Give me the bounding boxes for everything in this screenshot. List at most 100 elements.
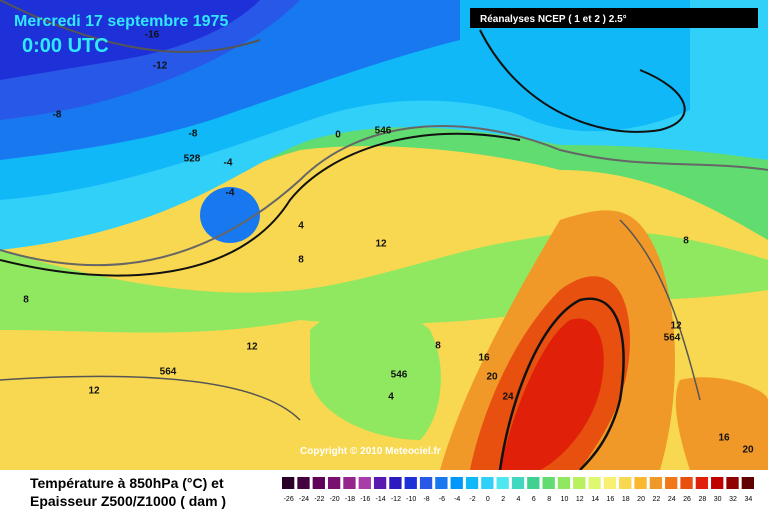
colorbar-label: -16	[360, 496, 370, 503]
colorbar-swatch	[680, 477, 693, 489]
colorbar-label: 10	[561, 496, 569, 503]
colorbar-label: -14	[376, 496, 386, 503]
isotherm	[498, 297, 625, 471]
contour-label: 12	[246, 342, 258, 353]
contour-label: 564	[664, 333, 681, 344]
colorbar-swatch	[282, 477, 295, 489]
thickness-line	[0, 125, 768, 267]
map: -16 -12 -8 -8 528 -4 -4 0 546 4 8 12 8 1…	[0, 0, 768, 471]
colorbar-label: 8	[547, 496, 551, 503]
contour-label: 12	[670, 321, 682, 332]
zone-deepblue	[0, 0, 260, 80]
colorbar-label: 26	[683, 496, 691, 503]
date: Mercredi 17 septembre 1975	[14, 13, 228, 30]
thickness-line	[619, 219, 701, 401]
colorbar-label: -8	[423, 496, 429, 503]
contour-label: -16	[145, 30, 160, 41]
contour-label: 8	[23, 295, 29, 306]
colorbar-label: 2	[501, 496, 505, 503]
colorbar-label: 24	[668, 496, 676, 503]
colorbar-swatch	[435, 477, 448, 489]
colorbar-label: 14	[591, 496, 599, 503]
colorbar-swatch	[741, 477, 754, 489]
colorbar-label: 4	[517, 496, 521, 503]
contour-labels: -16 -12 -8 -8 528 -4 -4 0 546 4 8 12 8 1…	[23, 30, 754, 456]
colorbar-label: 0	[486, 496, 490, 503]
colorbar-label: -18	[345, 496, 355, 503]
colorbar-swatch	[327, 477, 341, 489]
contour-label: 12	[88, 386, 100, 397]
colorbar-swatch	[634, 477, 647, 489]
colorbar-label: -26	[284, 496, 294, 503]
contour-label: -4	[226, 188, 235, 199]
colorbar-swatch	[297, 477, 310, 489]
contour-label: 8	[435, 341, 441, 352]
colorbar-swatch	[511, 477, 525, 489]
isotherm	[479, 29, 686, 133]
colorbar-swatch	[358, 477, 371, 489]
contour-label: -8	[189, 129, 198, 140]
colorbar-swatch	[465, 477, 479, 489]
colorbar-swatch	[573, 477, 586, 489]
colorbar-swatch	[404, 477, 417, 489]
colorbar-label: 16	[607, 496, 615, 503]
contour-label: 12	[375, 239, 387, 250]
colorbar-label: 32	[729, 496, 737, 503]
colorbar-label: 30	[714, 496, 722, 503]
colorbar-label: -6	[439, 496, 445, 503]
colorbar-swatch	[557, 477, 571, 489]
legend-line1: Température à 850hPa (°C) et	[30, 475, 224, 491]
contour-label: -4	[224, 158, 233, 169]
contour-label: 24	[502, 392, 514, 403]
colorbar-swatch	[373, 477, 387, 489]
colorbar-swatch	[711, 477, 724, 489]
contour-label: 16	[478, 353, 490, 364]
colorbar-swatch	[588, 477, 601, 489]
colorbar-label: 22	[653, 496, 661, 503]
contour-label: 546	[391, 370, 408, 381]
colorbar-label: 12	[576, 496, 584, 503]
colorbar-swatch	[343, 477, 356, 489]
colorbar-label: 28	[698, 496, 706, 503]
colorbar-swatch	[481, 477, 494, 489]
contour-label: -8	[53, 110, 62, 121]
contour-label: 528	[184, 154, 201, 165]
contour-label: 4	[388, 392, 394, 403]
colorbar-label: -12	[391, 496, 401, 503]
contour-label: 546	[375, 126, 392, 137]
copyright: Copyright © 2010 Meteociel.fr	[300, 446, 441, 457]
colorbar-label: -22	[314, 496, 324, 503]
time: 0:00 UTC	[22, 35, 109, 57]
contour-label: 20	[742, 445, 754, 456]
colorbar-swatch	[603, 477, 617, 489]
colorbar-label: 6	[532, 496, 536, 503]
zone-deepred	[500, 318, 604, 470]
colorbar-label: -24	[299, 496, 309, 503]
colorbar-swatch	[649, 477, 663, 489]
zone-orange-east	[675, 377, 768, 470]
isotherm	[0, 132, 521, 277]
colorbar-label: 20	[637, 496, 645, 503]
colorbar-label: -20	[330, 496, 340, 503]
zone-green-south	[310, 307, 441, 440]
contour-label: 564	[160, 367, 177, 378]
colorbar-swatch	[695, 477, 709, 489]
contour-label: 20	[486, 372, 498, 383]
colorbar-label: -2	[469, 496, 475, 503]
zone-blue-blob	[200, 187, 260, 243]
colorbar-swatch	[542, 477, 555, 489]
colorbar-label: -10	[406, 496, 416, 503]
contour-label: 4	[298, 221, 304, 232]
colorbar: -26 -24 -22 -20 -18 -16 -14 -12 -10 -8 -6 -4 -2 0 2 4 6 8…	[282, 477, 754, 503]
colorbar-swatch	[665, 477, 678, 489]
contour-label: 0	[335, 130, 341, 141]
colorbar-swatch	[419, 477, 433, 489]
colorbar-label: 18	[622, 496, 630, 503]
legend-line2: Epaisseur Z500/Z1000 ( dam )	[30, 493, 226, 509]
thickness-line	[0, 0, 261, 53]
colorbar-swatch	[312, 477, 325, 489]
source: Réanalyses NCEP ( 1 et 2 ) 2.5°	[480, 14, 627, 25]
contour-label: 8	[683, 236, 689, 247]
contour-label: -12	[153, 61, 168, 72]
